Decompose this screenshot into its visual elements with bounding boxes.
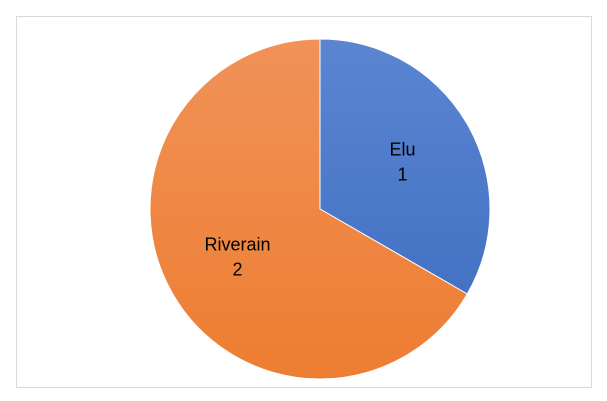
pie-slices [149, 38, 491, 380]
pie-labels: Elu 1 Riverain 2 [205, 139, 416, 279]
slice-label-riverain: Riverain [205, 235, 271, 255]
pie-slice-riverain [149, 38, 468, 380]
pie-slice-elu [319, 38, 491, 295]
slice-value-riverain: 2 [233, 260, 243, 280]
slice-label-elu: Elu [389, 139, 415, 159]
slice-value-elu: 1 [397, 164, 407, 184]
